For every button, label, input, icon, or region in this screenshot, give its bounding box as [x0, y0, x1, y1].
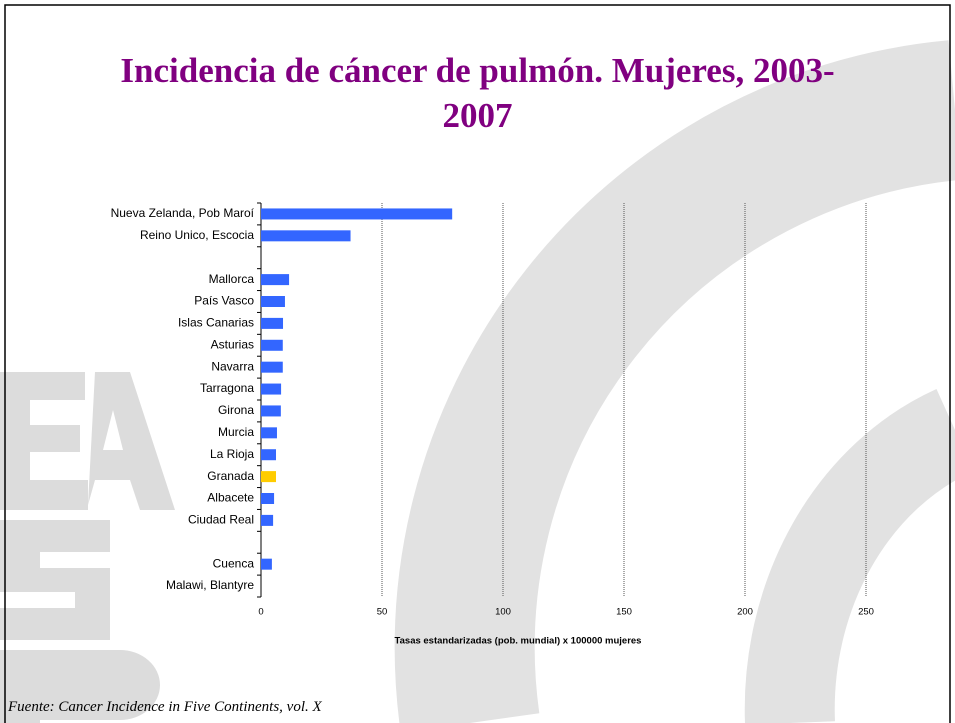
bar [261, 296, 285, 307]
x-tick-label: 250 [858, 607, 874, 618]
y-tick-label: Islas Canarias [178, 316, 254, 330]
y-tick-label: Albacete [207, 491, 254, 505]
y-tick-label: Tarragona [200, 381, 254, 395]
logo-arc [394, 40, 955, 723]
bar [261, 208, 453, 220]
bar [261, 317, 284, 329]
y-tick-label: Asturias [211, 337, 254, 351]
y-tick-label: Malawi, Blantyre [166, 578, 254, 592]
bar [261, 449, 277, 461]
logo-letter [0, 372, 88, 510]
logo-arc [744, 388, 955, 723]
y-tick-label: Ciudad Real [188, 513, 254, 527]
bar [261, 471, 277, 483]
y-tick-label: Mallorca [209, 272, 255, 286]
x-tick-label: 50 [377, 607, 388, 618]
y-tick-label: Girona [218, 403, 254, 417]
slide-border [4, 4, 951, 723]
x-tick-label: 100 [495, 607, 511, 618]
y-tick-label: Navarra [211, 359, 254, 373]
logo-letter [0, 520, 110, 640]
chart-title: Incidencia de cáncer de pulmón. Mujeres,… [120, 51, 835, 135]
y-tick-label: Reino Unico, Escocia [140, 228, 254, 242]
x-tick-label: 0 [258, 607, 263, 618]
y-tick-label: Cuenca [213, 556, 255, 570]
bar [261, 361, 283, 373]
bar [261, 405, 281, 417]
bar [261, 230, 351, 242]
y-tick-label: Murcia [218, 425, 254, 439]
y-tick-label: Granada [207, 469, 254, 483]
bar [261, 427, 277, 439]
bar [261, 274, 290, 286]
y-tick-label: La Rioja [210, 447, 254, 461]
x-tick-label: 150 [616, 607, 632, 618]
y-tick-label: País Vasco [194, 294, 254, 308]
source-note: Fuente: Cancer Incidence in Five Contine… [8, 699, 322, 715]
x-axis-label: Tasas estandarizadas (pob. mundial) x 10… [395, 636, 642, 647]
logo-letter [0, 650, 160, 723]
bar [261, 514, 274, 526]
x-tick-label: 200 [737, 607, 753, 618]
y-tick-label: Nueva Zelanda, Pob Maroí [111, 206, 255, 220]
bar [261, 493, 275, 504]
bar [261, 339, 283, 351]
bar [261, 383, 282, 395]
logo-letter [88, 372, 175, 510]
bar [261, 558, 272, 570]
